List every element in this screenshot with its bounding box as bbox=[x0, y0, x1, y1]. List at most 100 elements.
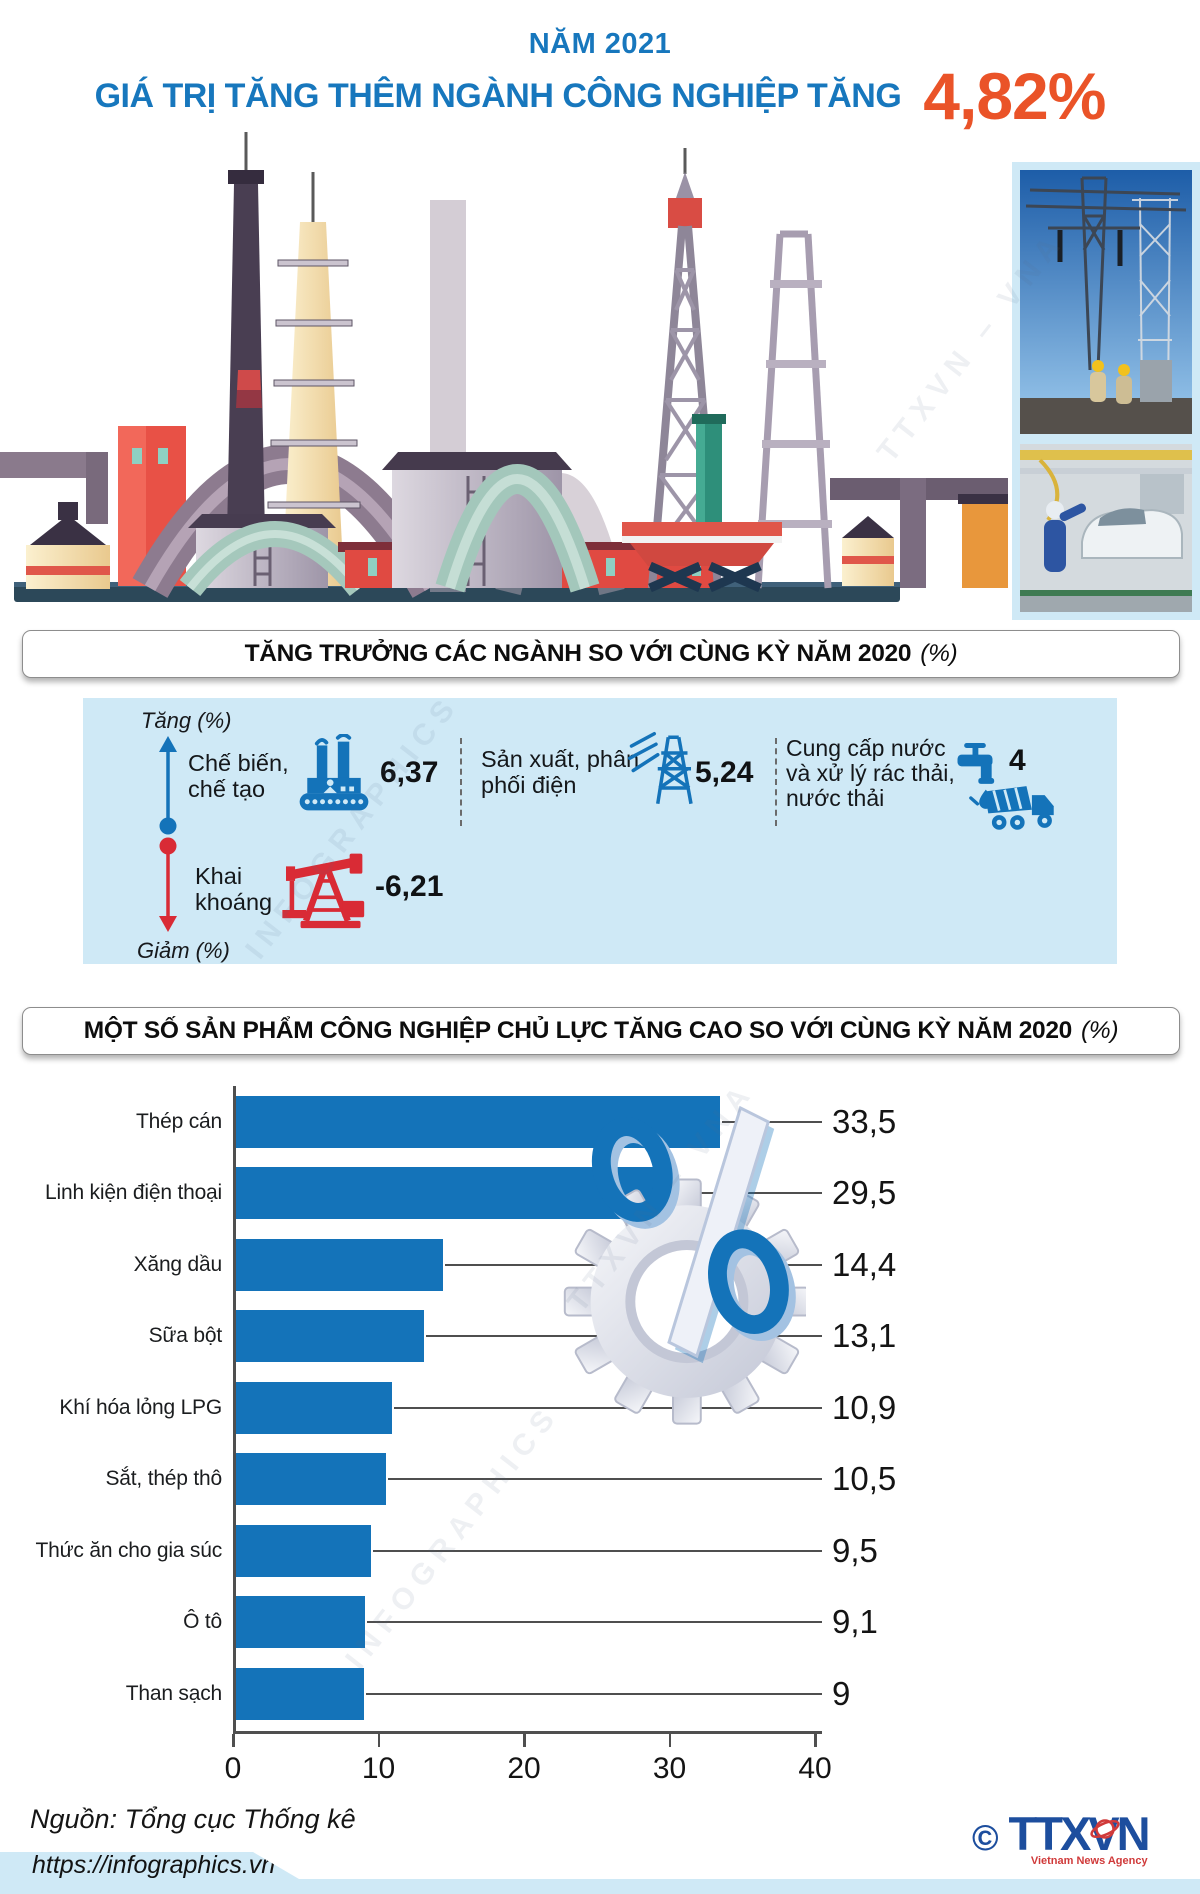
divider bbox=[460, 738, 462, 826]
bar-category-label: Khí hóa lỏng LPG bbox=[59, 1395, 222, 1419]
bar-value-label: 9 bbox=[832, 1674, 851, 1712]
bar-row: Linh kiện điện thoại 29,5 bbox=[0, 1158, 1200, 1230]
growth-item-label: Cung cấp nước và xử lý rác thải, nước th… bbox=[786, 735, 955, 811]
bar-category-label: Than sạch bbox=[125, 1681, 222, 1705]
products-bar-chart: Thép cán 33,5 Linh kiện điện thoại 29,5 Xăng… bbox=[0, 1086, 1200, 1826]
bar-category-label: Thức ăn cho gia súc bbox=[35, 1538, 222, 1562]
bar-category-label: Thép cán bbox=[136, 1109, 222, 1133]
x-axis-tick-label: 20 bbox=[507, 1752, 541, 1785]
section-growth-header: TĂNG TRƯỞNG CÁC NGÀNH SO VỚI CÙNG KỲ NĂM… bbox=[22, 630, 1180, 678]
bar-value-label: 33,5 bbox=[832, 1102, 897, 1140]
bar bbox=[233, 1524, 372, 1577]
bar-track bbox=[233, 1310, 822, 1363]
infographics-url[interactable]: https://infographics.vn bbox=[32, 1851, 276, 1879]
power-pylon-icon bbox=[628, 732, 693, 805]
leader-line bbox=[425, 1335, 822, 1338]
x-axis-ticks: 0 10 20 30 40 bbox=[225, 1734, 832, 1804]
url-band: https://infographics.vn bbox=[0, 1851, 299, 1879]
growth-item-value: -6,21 bbox=[375, 870, 444, 903]
x-axis-tick bbox=[523, 1734, 526, 1747]
growth-item-label: Chế biến, chế tạo bbox=[188, 750, 289, 802]
ttxvn-logo-text: TTXVN bbox=[1008, 1807, 1151, 1860]
bar-track bbox=[233, 1095, 822, 1148]
bar-value-label: 9,5 bbox=[832, 1531, 878, 1569]
leader-line bbox=[365, 1692, 822, 1695]
growth-panel: Tăng (%) Giảm (%) Chế biến, chế tạo 6,37… bbox=[83, 698, 1117, 964]
bar bbox=[233, 1167, 663, 1220]
photo-car-assembly bbox=[1020, 444, 1192, 612]
bar-value-label: 10,5 bbox=[832, 1460, 897, 1498]
factory-illustration bbox=[0, 132, 1008, 602]
x-axis-tick bbox=[232, 1734, 235, 1747]
bar-track bbox=[233, 1667, 822, 1720]
photo-panel bbox=[1012, 162, 1200, 620]
bar-track bbox=[233, 1167, 822, 1220]
garbage-truck-icon bbox=[984, 786, 1054, 830]
up-down-arrows-icon bbox=[159, 736, 177, 932]
bar-row: Xăng dầu 14,4 bbox=[0, 1229, 1200, 1301]
logo-subtext: Vietnam News Agency bbox=[1030, 1855, 1148, 1867]
bar-category-label: Linh kiện điện thoại bbox=[45, 1181, 222, 1205]
x-axis-tick bbox=[377, 1734, 380, 1747]
bar-row: Sắt, thép thô 10,5 bbox=[0, 1444, 1200, 1516]
bar-row: Khí hóa lỏng LPG 10,9 bbox=[0, 1372, 1200, 1444]
bar-value-label: 29,5 bbox=[832, 1174, 897, 1212]
bar-row: Ô tô 9,1 bbox=[0, 1587, 1200, 1659]
leader-line bbox=[722, 1120, 822, 1123]
x-axis-tick bbox=[814, 1734, 817, 1747]
section-growth-title: TĂNG TRƯỞNG CÁC NGÀNH SO VỚI CÙNG KỲ NĂM… bbox=[244, 640, 912, 667]
bar-value-label: 10,9 bbox=[832, 1388, 897, 1426]
x-axis-tick-label: 30 bbox=[652, 1752, 687, 1785]
bar bbox=[233, 1381, 392, 1434]
bar bbox=[233, 1667, 364, 1720]
x-axis-line bbox=[233, 1731, 822, 1734]
x-axis-tick-label: 40 bbox=[798, 1752, 832, 1785]
section-products-title: MỘT SỐ SẢN PHẨM CÔNG NGHIỆP CHỦ LỰC TĂNG… bbox=[83, 1017, 1073, 1044]
growth-item-value: 4 bbox=[1009, 744, 1026, 777]
page-title: GIÁ TRỊ TĂNG THÊM NGÀNH CÔNG NGHIỆP TĂNG bbox=[94, 76, 902, 115]
bar-category-label: Xăng dầu bbox=[133, 1252, 223, 1276]
bottom-strip bbox=[0, 1879, 1200, 1894]
bar bbox=[233, 1095, 721, 1148]
divider bbox=[775, 738, 777, 826]
bar-track bbox=[233, 1381, 822, 1434]
source-note: Nguồn: Tổng cục Thống kê bbox=[30, 1804, 356, 1834]
bar-row: Sữa bột 13,1 bbox=[0, 1301, 1200, 1373]
bar-category-label: Ô tô bbox=[183, 1610, 222, 1634]
bar-value-label: 9,1 bbox=[832, 1603, 878, 1641]
x-axis-tick-label: 0 bbox=[224, 1752, 242, 1785]
decrease-axis-label: Giảm (%) bbox=[137, 938, 230, 963]
bar bbox=[233, 1596, 366, 1649]
bar-category-label: Sữa bột bbox=[148, 1324, 223, 1348]
bar-value-label: 14,4 bbox=[832, 1245, 897, 1283]
section-products-unit: (%) bbox=[1081, 1017, 1119, 1044]
bar-row: Thức ăn cho gia súc 9,5 bbox=[0, 1515, 1200, 1587]
bar-row: Than sạch 9 bbox=[0, 1658, 1200, 1730]
leader-line bbox=[373, 1549, 822, 1552]
bar-row: Thép cán 33,5 bbox=[0, 1086, 1200, 1158]
leader-line bbox=[387, 1478, 822, 1481]
y-axis-line bbox=[233, 1086, 236, 1731]
headline-value: 4,82% bbox=[923, 59, 1106, 133]
bar-chart-rows: Thép cán 33,5 Linh kiện điện thoại 29,5 Xăng… bbox=[0, 1086, 1200, 1730]
growth-item-label: Sản xuất, phân phối điện bbox=[481, 746, 640, 798]
copyright-icon: © bbox=[972, 1817, 999, 1858]
bar-value-label: 13,1 bbox=[832, 1317, 897, 1355]
bar bbox=[233, 1238, 443, 1291]
globe-icon bbox=[1089, 1819, 1120, 1839]
ttxvn-logo[interactable]: © TTXVN Vietnam News Agency bbox=[972, 1806, 1198, 1869]
leader-line bbox=[444, 1263, 822, 1266]
oil-pump-icon bbox=[282, 853, 365, 929]
leader-line bbox=[664, 1192, 822, 1195]
x-axis-tick-label: 10 bbox=[361, 1752, 396, 1785]
bar-track bbox=[233, 1596, 822, 1649]
growth-item-value: 6,37 bbox=[380, 756, 439, 789]
section-growth-unit: (%) bbox=[920, 640, 958, 667]
bar-track bbox=[233, 1524, 822, 1577]
photo-substation bbox=[1020, 170, 1192, 434]
bar-category-label: Sắt, thép thô bbox=[105, 1467, 223, 1491]
bar bbox=[233, 1453, 386, 1506]
growth-item-value: 5,24 bbox=[695, 756, 754, 789]
bar-track bbox=[233, 1238, 822, 1291]
bar-track bbox=[233, 1453, 822, 1506]
